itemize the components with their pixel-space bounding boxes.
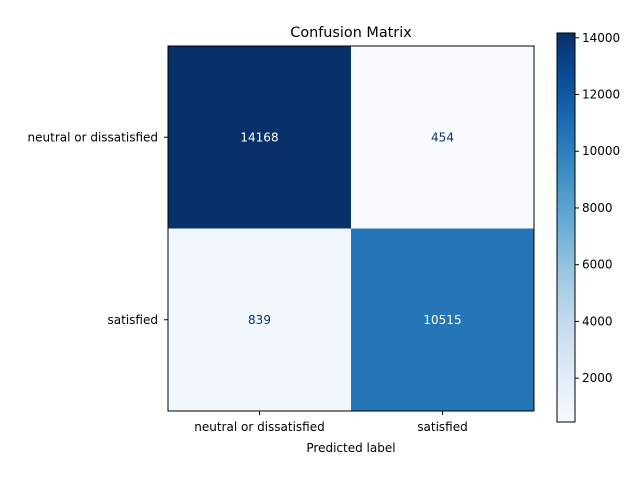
- x-axis-label: Predicted label: [306, 441, 395, 455]
- chart-title: Confusion Matrix: [290, 25, 412, 41]
- x-tick-label: neutral or dissatisfied: [194, 420, 324, 434]
- colorbar-gradient: [557, 33, 575, 422]
- x-tick-label: satisfied: [417, 420, 467, 434]
- colorbar-tick-label: 6000: [582, 258, 613, 272]
- colorbar-tick-label: 12000: [582, 87, 620, 101]
- y-tick-label: satisfied: [108, 313, 158, 327]
- colorbar-tick-label: 4000: [582, 314, 613, 328]
- x-axis-ticks: neutral or dissatisfied satisfied: [194, 411, 468, 434]
- cell-value-label: 14168: [240, 130, 278, 144]
- cell-value-label: 454: [431, 130, 454, 144]
- matrix-cell: [351, 228, 534, 411]
- colorbar: 2000 4000 6000 8000 10000 12000 14000: [556, 31, 620, 423]
- matrix-cell: [168, 46, 351, 229]
- colorbar-tick-label: 2000: [582, 371, 613, 385]
- y-axis-ticks: neutral or dissatisfied satisfied: [28, 130, 168, 327]
- matrix-cell: [351, 46, 534, 229]
- cell-value-label: 10515: [423, 313, 461, 327]
- plot-frame: [167, 45, 535, 412]
- y-tick-label: neutral or dissatisfied: [28, 130, 158, 144]
- cell-value-label: 839: [248, 313, 271, 327]
- colorbar-frame: [556, 32, 576, 423]
- colorbar-tick-label: 8000: [582, 201, 613, 215]
- colorbar-tick-label: 14000: [582, 31, 620, 45]
- matrix-cells: [168, 46, 534, 411]
- colorbar-tick-label: 10000: [582, 144, 620, 158]
- matrix-cell-labels: 14168 454 839 10515: [240, 130, 461, 327]
- matrix-cell: [168, 228, 351, 411]
